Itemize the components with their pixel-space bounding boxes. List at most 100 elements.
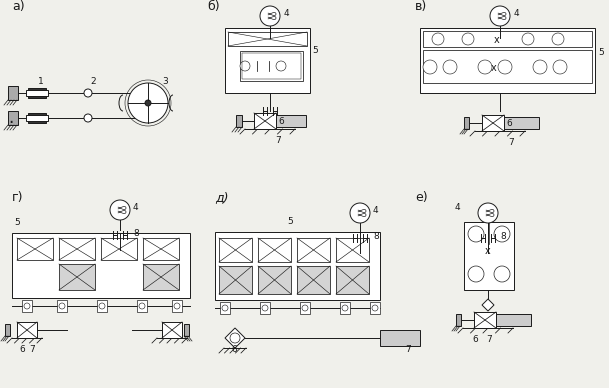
Text: 7: 7 xyxy=(405,345,410,354)
Text: 4: 4 xyxy=(455,203,460,212)
Text: 4: 4 xyxy=(514,9,519,18)
Bar xyxy=(28,88,46,98)
Bar xyxy=(336,266,369,294)
Circle shape xyxy=(522,33,534,45)
Bar xyxy=(370,302,380,314)
Circle shape xyxy=(350,203,370,223)
Bar xyxy=(420,28,595,93)
Bar xyxy=(28,113,46,123)
Text: 1: 1 xyxy=(38,77,44,86)
Bar xyxy=(297,238,330,262)
Text: x: x xyxy=(491,63,497,73)
Text: 7: 7 xyxy=(275,136,281,145)
Bar xyxy=(12,233,190,298)
Bar xyxy=(22,300,32,312)
Bar xyxy=(423,50,592,83)
Circle shape xyxy=(139,303,145,309)
Bar xyxy=(482,115,504,131)
Circle shape xyxy=(145,100,151,106)
Bar xyxy=(162,322,182,338)
Bar xyxy=(496,314,531,326)
Bar xyxy=(17,238,53,260)
Bar xyxy=(254,113,276,129)
Circle shape xyxy=(110,200,130,220)
Circle shape xyxy=(423,60,437,74)
Circle shape xyxy=(432,33,444,45)
Bar xyxy=(8,111,18,125)
Circle shape xyxy=(240,61,250,71)
Bar xyxy=(297,266,330,294)
Circle shape xyxy=(262,305,268,311)
Text: б): б) xyxy=(207,0,220,13)
Circle shape xyxy=(552,33,564,45)
Bar xyxy=(380,330,420,346)
Bar xyxy=(336,238,369,262)
Bar xyxy=(258,238,291,262)
Text: x: x xyxy=(485,246,491,256)
Bar xyxy=(340,302,350,314)
Text: в): в) xyxy=(415,0,428,13)
Circle shape xyxy=(478,60,492,74)
Circle shape xyxy=(498,60,512,74)
Circle shape xyxy=(443,60,457,74)
Bar xyxy=(57,300,67,312)
Polygon shape xyxy=(482,299,494,311)
Bar xyxy=(240,51,303,81)
Text: 5: 5 xyxy=(14,218,19,227)
Circle shape xyxy=(222,305,228,311)
Text: 6: 6 xyxy=(506,119,512,128)
Bar xyxy=(26,115,48,121)
Bar xyxy=(242,53,301,79)
Text: 6: 6 xyxy=(19,345,25,354)
Text: 4: 4 xyxy=(284,9,290,18)
Text: а): а) xyxy=(12,0,24,13)
Bar xyxy=(219,266,252,294)
Circle shape xyxy=(174,303,180,309)
Text: 5: 5 xyxy=(312,46,318,55)
Text: 8: 8 xyxy=(373,232,379,241)
Bar xyxy=(59,264,95,290)
Bar xyxy=(59,238,95,260)
Circle shape xyxy=(128,83,168,123)
Bar xyxy=(97,300,107,312)
Bar xyxy=(228,32,307,46)
Text: 4: 4 xyxy=(373,206,379,215)
Circle shape xyxy=(260,6,280,26)
Text: 7: 7 xyxy=(29,345,35,354)
Circle shape xyxy=(59,303,65,309)
Bar xyxy=(17,322,37,338)
Circle shape xyxy=(490,6,510,26)
Bar xyxy=(423,31,592,47)
Bar xyxy=(464,117,469,129)
Text: 3: 3 xyxy=(162,77,167,86)
Text: x: x xyxy=(494,35,500,45)
Circle shape xyxy=(302,305,308,311)
Text: 8: 8 xyxy=(133,229,139,238)
Circle shape xyxy=(342,305,348,311)
Text: 6: 6 xyxy=(472,335,477,344)
Bar xyxy=(300,302,310,314)
Text: 6: 6 xyxy=(278,117,284,126)
Bar xyxy=(474,312,496,328)
Circle shape xyxy=(84,114,92,122)
Circle shape xyxy=(84,89,92,97)
Circle shape xyxy=(230,333,240,343)
Circle shape xyxy=(553,60,567,74)
Text: ·: · xyxy=(8,114,13,132)
Bar xyxy=(8,86,18,100)
Circle shape xyxy=(276,61,286,71)
Bar xyxy=(464,222,514,290)
Circle shape xyxy=(99,303,105,309)
Circle shape xyxy=(462,33,474,45)
Circle shape xyxy=(494,226,510,242)
Circle shape xyxy=(24,303,30,309)
Text: 7: 7 xyxy=(508,138,514,147)
Polygon shape xyxy=(225,328,245,348)
Bar xyxy=(504,117,539,129)
Bar xyxy=(172,300,182,312)
Text: д): д) xyxy=(215,191,228,204)
Bar xyxy=(5,324,10,336)
Bar xyxy=(143,238,179,260)
Text: 5: 5 xyxy=(287,217,294,226)
Bar xyxy=(219,238,252,262)
